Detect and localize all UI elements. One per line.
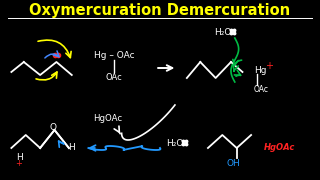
Text: O: O: [49, 123, 56, 132]
Text: H: H: [16, 154, 22, 163]
Text: HgOAc: HgOAc: [264, 143, 296, 152]
Text: OAc: OAc: [106, 73, 122, 82]
Text: H: H: [68, 143, 75, 152]
Text: H₂O: H₂O: [166, 138, 183, 147]
Text: +: +: [16, 159, 22, 168]
Text: +: +: [266, 61, 274, 71]
Text: OAc: OAc: [254, 84, 269, 93]
Text: H₂O: H₂O: [214, 28, 231, 37]
Text: HgOAc: HgOAc: [93, 114, 122, 123]
Text: OH: OH: [226, 159, 240, 168]
Text: Hg: Hg: [254, 66, 267, 75]
Text: Hg – OAc: Hg – OAc: [94, 51, 134, 60]
Text: Oxymercuration Demercuration: Oxymercuration Demercuration: [29, 3, 291, 17]
